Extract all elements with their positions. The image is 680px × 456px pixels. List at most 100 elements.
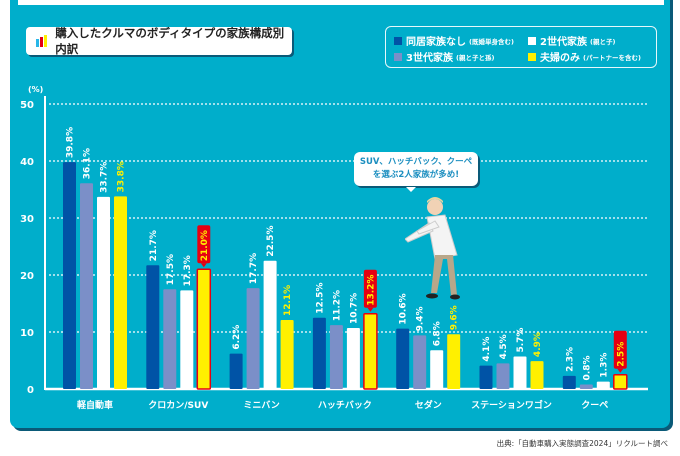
bar (163, 289, 177, 389)
bar (363, 313, 378, 390)
bar (80, 183, 93, 389)
bar (496, 363, 510, 389)
bar (97, 196, 110, 389)
data-label: 0.8% (582, 355, 592, 380)
bar (329, 325, 343, 389)
data-label: 4.5% (499, 334, 509, 359)
bar (579, 384, 593, 389)
data-label: 36.1% (83, 148, 93, 179)
legend-item: 3世代家族 (親と子と孫) (394, 49, 494, 64)
data-label: 12.5% (315, 283, 325, 314)
bar-chart-icon (36, 35, 47, 47)
data-label: 4.9% (533, 332, 543, 357)
data-label: 39.8% (66, 127, 76, 158)
person-illustration (405, 197, 460, 300)
chart-title: 購入したクルマのボディタイプの家族構成別内訳 (55, 26, 285, 56)
bar (396, 328, 410, 389)
legend-note: (パートナーを含む) (583, 53, 641, 62)
data-label: 1.3% (599, 353, 609, 378)
data-label: 5.7% (516, 328, 526, 353)
y-tick-label: 40 (20, 157, 34, 168)
legend-item: 夫婦のみ (パートナーを含む) (528, 49, 641, 64)
y-tick-label: 10 (20, 328, 34, 339)
bar (430, 350, 444, 389)
data-label: 21.0% (200, 230, 210, 261)
data-label: 9.6% (450, 305, 460, 330)
bar (413, 335, 427, 389)
bar (513, 356, 527, 389)
legend-swatch (528, 36, 536, 45)
legend-swatch (394, 36, 402, 45)
data-label: 2.3% (565, 347, 575, 372)
highlight-label-bg (363, 269, 377, 308)
bar (246, 288, 260, 389)
highlight-label-pointer (367, 307, 374, 312)
legend-label: 3世代家族 (406, 53, 453, 64)
bar (479, 365, 493, 389)
data-label: 17.7% (249, 253, 259, 284)
legend-note: (親と子と孫) (455, 53, 495, 62)
bar (562, 375, 576, 389)
top-strip (18, 0, 664, 5)
bar (63, 162, 76, 389)
legend-swatch (528, 52, 536, 61)
bar (114, 196, 127, 389)
highlight-label-pointer (200, 263, 207, 268)
data-label: 4.1% (482, 337, 492, 362)
data-label: 6.8% (433, 321, 443, 346)
data-label: 11.2% (332, 290, 342, 321)
y-tick-label: 0 (27, 385, 34, 396)
y-tick-label: 50 (20, 100, 34, 111)
data-label: 33.8% (117, 161, 127, 192)
highlight-label-bg (613, 330, 627, 369)
bar (346, 328, 360, 389)
highlight-label-bg (197, 225, 211, 264)
bar (229, 353, 243, 389)
data-label: 21.7% (149, 230, 159, 261)
data-label: 6.2% (232, 325, 242, 350)
data-label: 10.6% (399, 293, 409, 324)
legend-swatch (394, 52, 402, 61)
data-label: 2.5% (616, 342, 626, 367)
data-label: 33.7% (100, 162, 110, 193)
legend-note: (既婚単身含む) (469, 37, 514, 46)
legend: 同居家族なし (既婚単身含む) 2世代家族 (親と子) 3世代家族 (親と子と孫… (385, 26, 657, 68)
x-tick-label: 軽自動車 (77, 399, 113, 411)
bar (146, 265, 160, 389)
y-axis-label: (%) (28, 85, 43, 94)
chart-title-box: 購入したクルマのボディタイプの家族構成別内訳 (26, 26, 292, 56)
x-tick-label: ステーションワゴン (471, 399, 552, 411)
data-label: 22.5% (266, 226, 276, 257)
bar (613, 374, 628, 390)
data-label: 13.2% (366, 275, 376, 306)
data-label: 17.5% (166, 254, 176, 285)
bar (312, 317, 326, 389)
x-tick-label: クロカン/SUV (148, 400, 208, 411)
legend-label: 2世代家族 (540, 37, 587, 48)
y-tick-label: 20 (20, 271, 34, 282)
bar (180, 290, 194, 389)
source-note: 出典:「自動車購入実態調査2024」リクルート調べ (496, 439, 668, 448)
y-tick-label: 30 (20, 214, 34, 225)
data-label: 12.1% (283, 285, 293, 316)
x-tick-label: ミニバン (243, 400, 279, 411)
bar (447, 334, 461, 389)
x-tick-label: ハッチバック (318, 400, 372, 411)
bar (263, 260, 277, 389)
bar (196, 268, 212, 390)
legend-item: 同居家族なし (既婚単身含む) (394, 33, 514, 48)
callout-bubble: SUV、ハッチバック、クーペ を選ぶ2人家族が多め! (354, 152, 478, 192)
bar (530, 361, 544, 389)
data-label: 10.7% (349, 293, 359, 324)
data-label: 17.3% (183, 255, 193, 286)
x-tick-label: クーペ (581, 400, 608, 411)
legend-label: 夫婦のみ (540, 53, 580, 64)
bar (280, 320, 294, 389)
data-label: 9.4% (416, 306, 426, 331)
x-tick-label: セダン (415, 399, 442, 411)
callout-line: を選ぶ2人家族が多め! (372, 170, 460, 180)
legend-note: (親と子) (589, 37, 616, 46)
legend-item: 2世代家族 (親と子) (528, 33, 615, 48)
legend-label: 同居家族なし (406, 37, 466, 48)
